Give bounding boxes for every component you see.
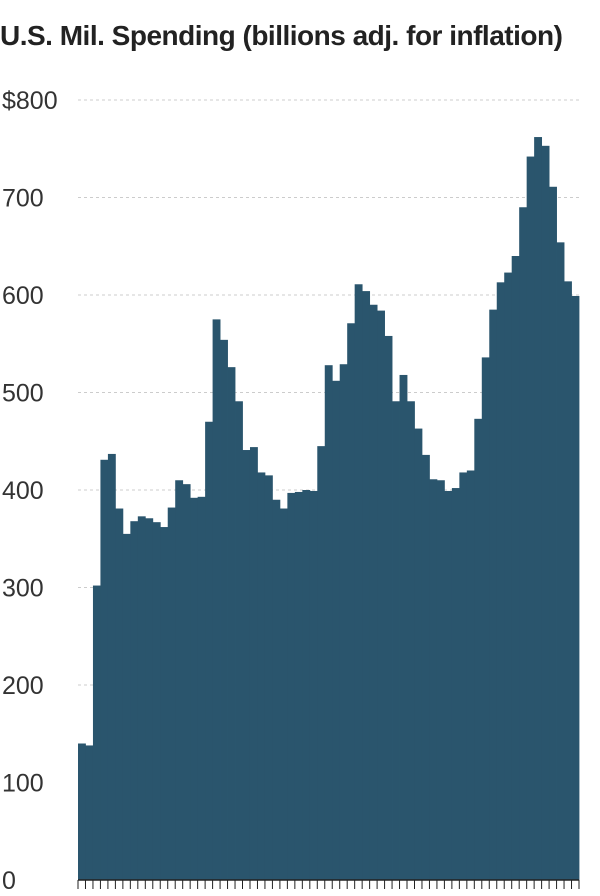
y-tick-label: 300 <box>2 575 44 603</box>
bar <box>436 480 445 880</box>
bar <box>347 323 356 880</box>
bar <box>85 745 94 880</box>
bar <box>145 518 154 880</box>
y-tick-label: $800 <box>2 87 58 115</box>
y-tick-label: 500 <box>2 380 44 408</box>
bar <box>459 472 468 880</box>
bar <box>167 507 176 880</box>
y-tick-label: 400 <box>2 477 44 505</box>
bar <box>429 479 438 880</box>
bar <box>444 490 453 880</box>
bar <box>451 488 460 880</box>
bar <box>339 364 348 881</box>
chart-title: U.S. Mil. Spending (billions adj. for in… <box>0 20 563 51</box>
bar <box>235 401 243 880</box>
y-tick-label: 600 <box>2 282 44 310</box>
bar <box>571 295 580 881</box>
bar <box>257 472 266 880</box>
bar <box>130 521 139 880</box>
bar <box>78 743 86 880</box>
bar <box>519 207 528 880</box>
bar <box>302 490 311 880</box>
bar <box>205 421 213 880</box>
bar <box>466 470 475 880</box>
bar <box>384 335 393 880</box>
bar <box>541 145 550 880</box>
bar <box>526 156 535 881</box>
bar <box>197 496 206 880</box>
bar <box>264 475 273 880</box>
bar <box>489 309 498 881</box>
y-axis-labels: 0 100 200 300 400 500 600 700 $800 <box>2 87 58 895</box>
bar <box>377 310 385 881</box>
y-tick-label: 0 <box>2 867 16 895</box>
bar <box>414 428 423 880</box>
bar <box>242 450 251 880</box>
bar <box>549 186 557 880</box>
bar <box>504 272 513 880</box>
bar <box>294 491 303 880</box>
bar <box>249 447 258 880</box>
y-tick-label: 100 <box>2 770 44 798</box>
bar <box>511 256 520 880</box>
bar <box>220 339 228 881</box>
y-tick-label: 200 <box>2 672 44 700</box>
bar <box>564 281 572 881</box>
bar <box>212 319 221 881</box>
bar <box>160 527 169 880</box>
bar <box>332 380 341 880</box>
bar <box>369 304 378 880</box>
bars <box>78 137 580 881</box>
bar <box>474 418 483 880</box>
bar <box>421 454 430 880</box>
bar <box>556 242 565 881</box>
bar <box>324 365 333 880</box>
bar <box>317 446 326 881</box>
bar <box>392 401 400 880</box>
bar <box>362 291 371 881</box>
bar <box>182 484 191 880</box>
bar <box>496 282 505 881</box>
bar <box>534 137 543 881</box>
bar <box>137 516 146 880</box>
bar <box>227 367 236 880</box>
bar <box>122 533 131 881</box>
y-tick-label: 700 <box>2 185 44 213</box>
bar <box>100 459 109 880</box>
bar <box>354 284 363 880</box>
bar <box>152 522 161 880</box>
bar <box>175 480 184 880</box>
bar <box>190 497 199 880</box>
bar <box>92 585 101 880</box>
x-axis <box>77 879 580 889</box>
bar <box>272 499 281 880</box>
bar <box>481 357 490 880</box>
bar <box>115 508 124 880</box>
bar <box>399 374 408 880</box>
bar <box>407 401 415 880</box>
bar <box>309 490 318 880</box>
bar <box>279 508 288 880</box>
bar <box>107 453 116 880</box>
bar <box>287 492 296 880</box>
